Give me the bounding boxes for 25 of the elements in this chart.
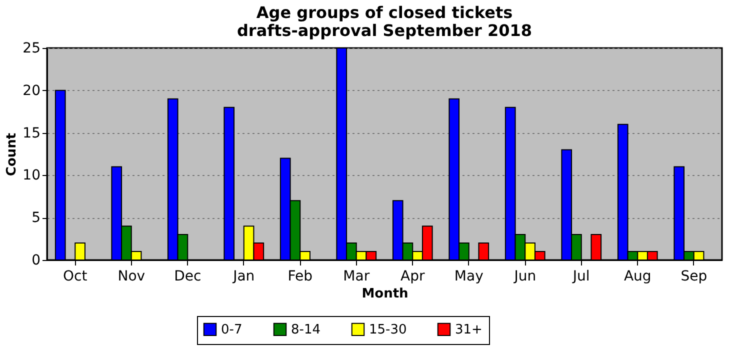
legend-label: 15-30: [369, 322, 407, 338]
x-tick-label: Oct: [63, 268, 88, 284]
x-tick-label: Jun: [513, 268, 536, 284]
x-tick-label: Feb: [288, 268, 313, 284]
y-tick-label: 15: [22, 125, 40, 142]
x-tick-label: Nov: [118, 268, 146, 284]
y-tick-label: 25: [22, 40, 40, 56]
x-tick-label: Jul: [572, 268, 590, 284]
y-axis-title: Count: [4, 132, 20, 176]
y-tick-label: 20: [22, 82, 40, 99]
x-tick-label: Apr: [400, 268, 425, 284]
chart-title: Age groups of closed tickets drafts-approval September 2018: [236, 3, 532, 40]
y-tick-label: 5: [32, 210, 40, 226]
x-tick-label: Aug: [624, 268, 652, 284]
x-tick-label: Dec: [174, 268, 202, 284]
y-tick-label: 0: [32, 252, 40, 268]
legend-label: 0-7: [221, 322, 242, 338]
x-tick-label: Sep: [680, 268, 708, 284]
legend-label: 8-14: [291, 322, 321, 338]
legend-label: 31+: [455, 322, 482, 338]
y-tick-label: 10: [22, 168, 40, 184]
x-tick-label: Mar: [343, 268, 370, 284]
x-tick-label: May: [454, 268, 484, 284]
x-axis-title: Month: [362, 286, 408, 302]
x-tick-label: Jan: [232, 268, 255, 284]
